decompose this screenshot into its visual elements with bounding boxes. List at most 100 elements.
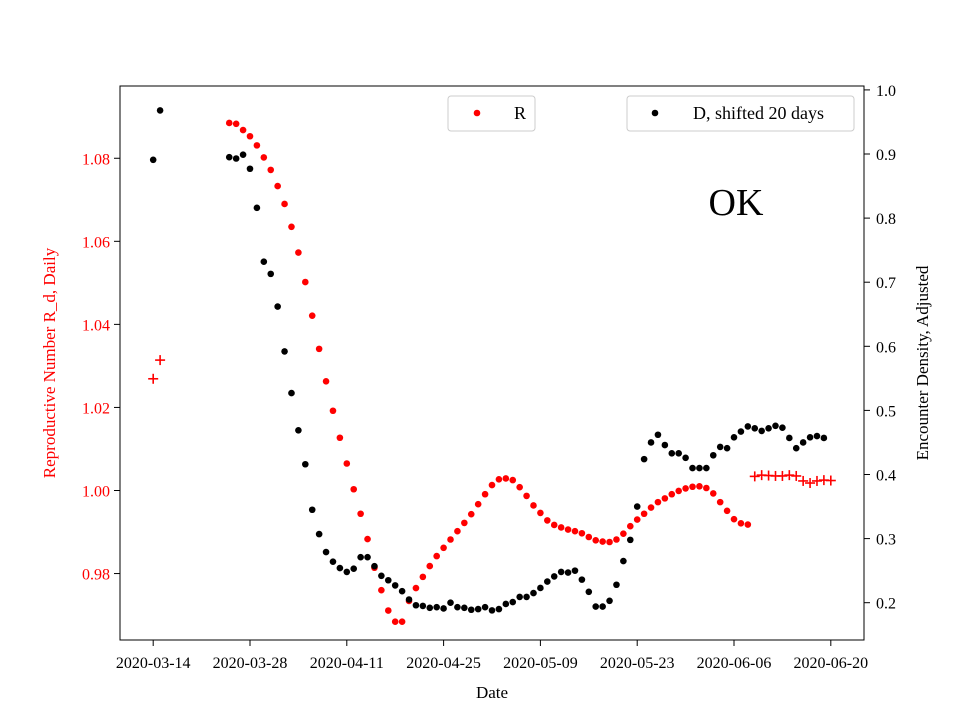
d-point	[329, 558, 337, 565]
r-point	[419, 573, 427, 581]
r-point	[336, 434, 344, 442]
r-point	[433, 552, 440, 560]
d-point	[357, 553, 364, 561]
r-point	[232, 120, 240, 128]
r-point	[461, 519, 468, 527]
y-right-tick-label: 0.5	[876, 403, 896, 420]
r-point	[606, 538, 613, 546]
r-point	[633, 516, 641, 523]
d-point	[384, 576, 392, 584]
d-point	[267, 270, 275, 278]
d-point	[371, 562, 378, 570]
data-marks	[148, 107, 836, 626]
r-point	[654, 498, 662, 506]
r-point	[329, 407, 337, 415]
d-point	[550, 573, 558, 580]
d-point	[792, 444, 800, 452]
d-point	[779, 424, 786, 432]
d-point	[537, 584, 544, 592]
r-point	[308, 312, 316, 319]
r-point	[288, 223, 295, 231]
r-point	[488, 481, 496, 489]
d-point	[592, 603, 600, 610]
d-point	[488, 607, 496, 614]
d-point	[315, 530, 323, 538]
d-point	[530, 589, 537, 597]
r-point	[523, 492, 530, 500]
r-point	[550, 521, 558, 529]
state-annotation: OK	[709, 182, 764, 224]
d-point	[578, 576, 586, 583]
r-point	[668, 490, 676, 498]
r-point	[703, 484, 710, 492]
legend-r-label: R	[514, 103, 526, 123]
d-point	[647, 439, 655, 446]
r-point	[626, 522, 634, 530]
x-tick-label: 2020-03-28	[213, 655, 288, 672]
r-plus-point	[791, 470, 802, 481]
r-plus-point	[811, 475, 822, 486]
d-point	[295, 426, 302, 434]
d-point	[433, 603, 440, 611]
r-point	[696, 483, 703, 490]
legend-d: D, shifted 20 days	[626, 95, 855, 132]
d-point	[703, 464, 710, 472]
d-point	[440, 605, 447, 612]
r-point	[364, 535, 371, 543]
r-point	[315, 345, 323, 353]
d-point	[461, 604, 468, 612]
r-point	[537, 509, 544, 517]
d-point	[682, 454, 689, 462]
d-point	[398, 587, 406, 595]
r-point	[578, 529, 586, 537]
y-left-tick-label: 1.08	[82, 151, 110, 168]
d-point	[281, 348, 288, 355]
y-right-tick-label: 0.3	[876, 532, 896, 549]
r-point	[723, 507, 731, 515]
x-tick-label: 2020-04-11	[310, 655, 384, 672]
d-point	[454, 603, 461, 611]
d-point	[364, 553, 371, 561]
d-point	[225, 153, 233, 161]
x-axis: 2020-03-14 2020-03-28 2020-04-11 2020-04-25…	[116, 640, 868, 672]
r-plus-point	[825, 475, 836, 486]
d-point	[156, 107, 164, 114]
y-right-tick-label: 0.9	[876, 147, 896, 164]
d-point	[378, 572, 385, 580]
r-point	[620, 530, 627, 537]
x-tick-label: 2020-05-23	[600, 655, 675, 672]
d-point	[350, 565, 358, 573]
x-tick-label: 2020-06-06	[697, 655, 772, 672]
d-point	[799, 439, 807, 446]
r-point	[716, 498, 724, 506]
d-point	[308, 506, 316, 514]
d-point	[274, 303, 281, 310]
r-point	[530, 502, 537, 509]
d-point	[474, 605, 482, 613]
d-point	[405, 596, 413, 603]
d-point	[696, 464, 703, 472]
d-point	[426, 604, 434, 612]
d-point	[661, 441, 669, 449]
x-tick-label: 2020-06-20	[793, 655, 868, 672]
legend-d-label: D, shifted 20 days	[693, 103, 824, 123]
legend-r: R	[447, 95, 536, 132]
r-plus-point	[148, 373, 159, 384]
r-point	[260, 154, 268, 161]
d-point	[447, 599, 454, 606]
r-point	[592, 537, 600, 544]
r-point	[391, 618, 399, 626]
r-point	[689, 483, 696, 491]
d-point	[716, 443, 724, 451]
d-point	[246, 165, 254, 173]
r-plus-point	[777, 470, 788, 481]
d-point	[467, 606, 475, 614]
r-point	[246, 132, 254, 140]
d-point	[253, 204, 261, 212]
d-point	[765, 425, 772, 432]
d-point	[806, 434, 814, 441]
y-right-tick-label: 0.8	[876, 211, 896, 228]
d-point	[391, 582, 399, 589]
r-point	[474, 500, 482, 508]
